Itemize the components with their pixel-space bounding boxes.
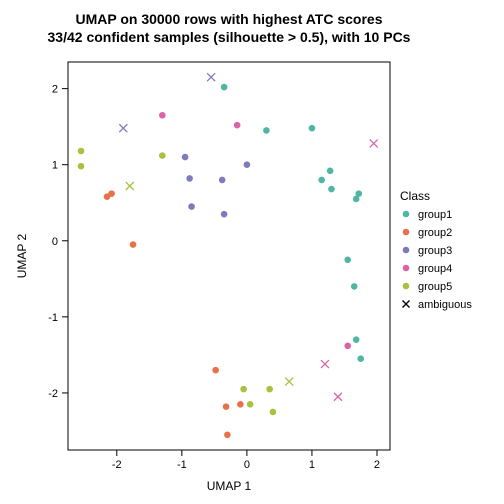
svg-text:Class: Class xyxy=(400,189,430,203)
svg-text:0: 0 xyxy=(52,236,58,248)
svg-text:0: 0 xyxy=(244,459,250,471)
svg-text:33/42 confident samples (silho: 33/42 confident samples (silhouette > 0.… xyxy=(48,29,411,45)
chart-container: -2 -1 0 1 2 -2 -1 0 1 2 UMAP 1 UMAP 2 UMAP on 30000 … xyxy=(0,0,504,504)
svg-text:UMAP 2: UMAP 2 xyxy=(15,233,29,278)
svg-text:group1: group1 xyxy=(418,209,452,221)
svg-text:-1: -1 xyxy=(177,459,187,471)
svg-text:-2: -2 xyxy=(112,459,122,471)
svg-text:group5: group5 xyxy=(418,281,452,293)
scatter-plot: -2 -1 0 1 2 -2 -1 0 1 2 UMAP 1 UMAP 2 UMAP on 30000 … xyxy=(0,0,504,504)
svg-text:1: 1 xyxy=(309,459,315,471)
svg-text:group4: group4 xyxy=(418,263,452,275)
svg-text:2: 2 xyxy=(374,459,380,471)
svg-text:group3: group3 xyxy=(418,245,452,257)
svg-text:UMAP on 30000 rows with highes: UMAP on 30000 rows with highest ATC scor… xyxy=(75,11,382,27)
svg-text:1: 1 xyxy=(52,160,58,172)
svg-text:group2: group2 xyxy=(418,227,452,239)
svg-text:UMAP 1: UMAP 1 xyxy=(207,479,252,493)
svg-text:2: 2 xyxy=(52,84,58,96)
svg-text:ambiguous: ambiguous xyxy=(418,299,472,311)
svg-text:-2: -2 xyxy=(48,388,58,400)
svg-text:-1: -1 xyxy=(48,312,58,324)
